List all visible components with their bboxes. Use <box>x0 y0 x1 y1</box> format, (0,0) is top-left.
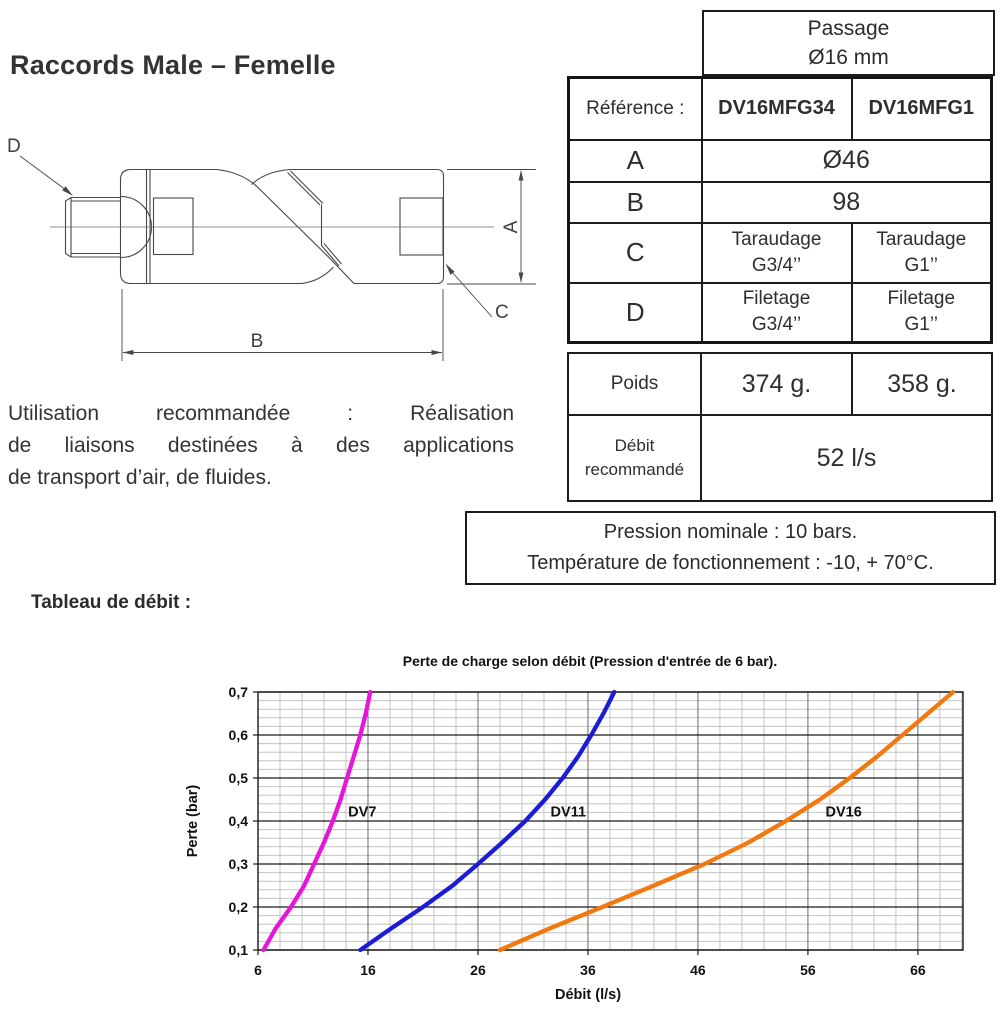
dim-label-d: D <box>7 136 21 157</box>
row-d: D Filetage G3/4’’ Filetage G1’’ <box>567 281 993 344</box>
debit-value: 52 l/s <box>700 414 993 502</box>
row-debit: Débit recommandé 52 l/s <box>567 414 993 502</box>
svg-text:0,5: 0,5 <box>229 770 249 786</box>
series-DV7 <box>261 689 373 953</box>
y-tick-labels: 0,1 0,2 0,3 0,4 0,5 0,6 0,7 <box>229 684 249 958</box>
chart-title: Perte de charge selon débit (Pression d'… <box>403 653 777 669</box>
x-axis-title: Débit (l/s) <box>555 987 621 1003</box>
usage-line-3: de transport d’air, de fluides. <box>8 466 272 489</box>
svg-text:6: 6 <box>254 962 262 978</box>
pressure-line: Pression nominale : 10 bars. <box>603 521 858 543</box>
technical-drawing: D A B C <box>7 136 536 361</box>
leader-c <box>445 263 493 318</box>
row-c-value-1: Taraudage G3/4’’ <box>700 221 853 284</box>
passage-line-1: Passage <box>807 17 890 40</box>
svg-text:0,3: 0,3 <box>229 856 249 872</box>
poids-label: Poids <box>567 352 702 416</box>
reference-label: Référence : <box>567 76 703 141</box>
grid-major-horizontal <box>258 691 963 951</box>
series-DV11 <box>358 689 617 953</box>
flow-table-heading: Tableau de débit : <box>31 592 192 613</box>
row-d-label: D <box>567 281 703 344</box>
row-a-value: Ø46 <box>700 138 993 183</box>
svg-text:46: 46 <box>690 962 706 978</box>
svg-text:0,2: 0,2 <box>229 899 249 915</box>
reference-value-1: DV16MFG34 <box>700 76 853 141</box>
row-b-label: B <box>567 180 703 224</box>
y-axis-title: Perte (bar) <box>185 785 201 858</box>
svg-text:0,6: 0,6 <box>229 727 249 743</box>
row-d-value-1: Filetage G3/4’’ <box>700 281 853 344</box>
leader-d <box>19 155 73 196</box>
dimension-b <box>121 289 444 361</box>
row-poids: Poids 374 g. 358 g. <box>567 352 993 416</box>
row-b-value: 98 <box>700 180 993 224</box>
svg-text:26: 26 <box>470 962 486 978</box>
row-d-value-2: Filetage G1’’ <box>850 281 993 344</box>
passage-header-box: Passage Ø16 mm <box>702 10 995 76</box>
dim-label-a: A <box>501 220 522 233</box>
svg-text:56: 56 <box>800 962 816 978</box>
poids-value-1: 374 g. <box>700 352 853 416</box>
x-tick-labels: 6 16 26 36 46 56 66 <box>254 962 926 978</box>
left-window <box>152 197 194 256</box>
series-label-DV11: DV11 <box>551 804 586 820</box>
row-a: A Ø46 <box>567 138 993 183</box>
debit-label: Débit recommandé <box>567 414 702 502</box>
row-c-value-2: Taraudage G1’’ <box>850 221 993 284</box>
conditions-box: Pression nominale : 10 bars. Température… <box>465 511 996 585</box>
swivel-body <box>150 168 445 285</box>
right-window <box>399 197 444 256</box>
svg-text:16: 16 <box>360 962 376 978</box>
row-reference: Référence : DV16MFG34 DV16MFG1 <box>567 76 993 141</box>
svg-text:0,1: 0,1 <box>229 942 249 958</box>
poids-value-2: 358 g. <box>851 352 993 416</box>
svg-text:0,4: 0,4 <box>229 813 249 829</box>
row-b: B 98 <box>567 180 993 224</box>
passage-line-2: Ø16 mm <box>808 46 889 69</box>
flange <box>119 168 152 285</box>
svg-text:0,7: 0,7 <box>229 684 249 700</box>
page-title: Raccords Male – Femelle <box>10 50 336 80</box>
usage-paragraph: Utilisation recommandée : Réalisation de… <box>8 398 514 494</box>
spec-table-sub: Poids 374 g. 358 g. Débit recommandé 52 l… <box>567 352 993 502</box>
reference-value-2: DV16MFG1 <box>850 76 993 141</box>
series-label-DV16: DV16 <box>826 804 862 820</box>
svg-text:36: 36 <box>580 962 596 978</box>
usage-line-1: Utilisation recommandée : Réalisation <box>8 402 514 425</box>
series-label-DV7: DV7 <box>348 804 376 820</box>
row-a-label: A <box>567 138 703 183</box>
dimension-a <box>447 169 536 285</box>
usage-line-2: de liaisons destinées à des applications <box>8 434 514 457</box>
axis-ticks <box>253 691 919 955</box>
series-DV16 <box>497 689 956 953</box>
row-c: C Taraudage G3/4’’ Taraudage G1’’ <box>567 221 993 284</box>
dim-label-c: C <box>495 302 509 323</box>
row-c-label: C <box>567 221 703 284</box>
temperature-line: Température de fonctionnement : -10, + 7… <box>527 552 934 574</box>
spec-table-main: Référence : DV16MFG34 DV16MFG1 A Ø46 B 9… <box>567 76 993 344</box>
svg-text:66: 66 <box>910 962 926 978</box>
fitting-outline <box>19 155 536 361</box>
dim-label-b: B <box>251 331 264 352</box>
flow-chart: 6 16 26 36 46 56 66 0,1 0,2 0,3 0,4 0,5 0,6 0,7 DV7 DV1… <box>185 653 964 1003</box>
